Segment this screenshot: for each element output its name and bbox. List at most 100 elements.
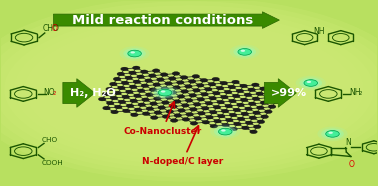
Circle shape xyxy=(220,81,228,85)
Circle shape xyxy=(157,78,164,81)
Circle shape xyxy=(133,80,141,84)
Circle shape xyxy=(190,121,198,125)
Circle shape xyxy=(169,91,177,94)
Circle shape xyxy=(174,114,181,117)
Ellipse shape xyxy=(14,18,364,161)
Circle shape xyxy=(230,44,260,59)
Circle shape xyxy=(170,119,178,122)
Circle shape xyxy=(141,70,148,74)
Circle shape xyxy=(150,116,158,120)
Text: >99%: >99% xyxy=(271,88,307,98)
Circle shape xyxy=(232,80,239,84)
Circle shape xyxy=(114,91,121,95)
Circle shape xyxy=(181,90,188,93)
Circle shape xyxy=(125,76,133,80)
Circle shape xyxy=(110,82,117,86)
Circle shape xyxy=(197,97,204,101)
Circle shape xyxy=(197,84,204,87)
Circle shape xyxy=(221,95,228,99)
Text: 2: 2 xyxy=(53,91,56,96)
Circle shape xyxy=(154,87,177,98)
Circle shape xyxy=(224,90,232,94)
Circle shape xyxy=(122,95,130,99)
Circle shape xyxy=(221,129,226,132)
Circle shape xyxy=(213,105,221,109)
Circle shape xyxy=(177,95,185,98)
Text: NH: NH xyxy=(313,27,325,36)
Circle shape xyxy=(158,89,172,96)
Circle shape xyxy=(118,86,125,90)
Circle shape xyxy=(226,118,233,122)
Ellipse shape xyxy=(25,22,353,156)
Circle shape xyxy=(326,131,339,137)
Circle shape xyxy=(257,106,264,110)
Circle shape xyxy=(102,92,110,96)
Circle shape xyxy=(177,81,184,84)
Circle shape xyxy=(212,77,220,81)
Circle shape xyxy=(141,84,149,88)
Circle shape xyxy=(254,125,261,129)
Text: CHO: CHO xyxy=(43,24,60,33)
Circle shape xyxy=(209,110,217,114)
Circle shape xyxy=(222,123,229,127)
Circle shape xyxy=(200,78,208,82)
Circle shape xyxy=(169,77,176,80)
Circle shape xyxy=(130,99,138,103)
Text: NO: NO xyxy=(43,88,55,97)
Circle shape xyxy=(212,91,220,95)
Circle shape xyxy=(249,116,257,120)
Circle shape xyxy=(188,80,196,83)
Circle shape xyxy=(245,121,253,125)
Circle shape xyxy=(225,104,232,108)
Circle shape xyxy=(216,86,224,90)
FancyArrow shape xyxy=(264,79,296,107)
Circle shape xyxy=(324,130,341,138)
Circle shape xyxy=(146,93,153,97)
Circle shape xyxy=(149,88,157,92)
Circle shape xyxy=(328,132,333,134)
Circle shape xyxy=(126,49,143,58)
Circle shape xyxy=(260,101,268,105)
Circle shape xyxy=(241,112,249,116)
Circle shape xyxy=(296,76,326,90)
Circle shape xyxy=(272,100,280,103)
Ellipse shape xyxy=(4,14,374,165)
Circle shape xyxy=(201,92,208,96)
Circle shape xyxy=(160,73,168,76)
Circle shape xyxy=(142,98,149,102)
Circle shape xyxy=(321,128,344,140)
Circle shape xyxy=(98,97,106,101)
Circle shape xyxy=(172,72,180,75)
Circle shape xyxy=(129,85,137,89)
Circle shape xyxy=(206,115,213,119)
Circle shape xyxy=(252,97,260,101)
Circle shape xyxy=(137,75,144,79)
Text: O: O xyxy=(52,24,58,33)
Circle shape xyxy=(194,116,201,120)
Circle shape xyxy=(186,113,194,116)
Circle shape xyxy=(229,99,236,103)
Circle shape xyxy=(265,110,272,113)
Circle shape xyxy=(299,77,322,89)
Circle shape xyxy=(248,88,256,92)
Text: N-doped/C layer: N-doped/C layer xyxy=(142,126,223,166)
Circle shape xyxy=(240,50,245,52)
Circle shape xyxy=(153,83,161,86)
Circle shape xyxy=(202,120,209,124)
Circle shape xyxy=(205,101,212,105)
Circle shape xyxy=(234,46,256,57)
Circle shape xyxy=(103,106,110,110)
Circle shape xyxy=(240,98,248,102)
Circle shape xyxy=(318,126,347,141)
Circle shape xyxy=(180,76,188,79)
Circle shape xyxy=(161,87,169,90)
Circle shape xyxy=(256,92,263,96)
Circle shape xyxy=(229,113,237,117)
Ellipse shape xyxy=(35,26,343,152)
Circle shape xyxy=(307,81,311,83)
Circle shape xyxy=(260,87,267,91)
Circle shape xyxy=(217,128,234,136)
Circle shape xyxy=(118,100,126,104)
Circle shape xyxy=(209,96,216,100)
Circle shape xyxy=(233,108,240,112)
